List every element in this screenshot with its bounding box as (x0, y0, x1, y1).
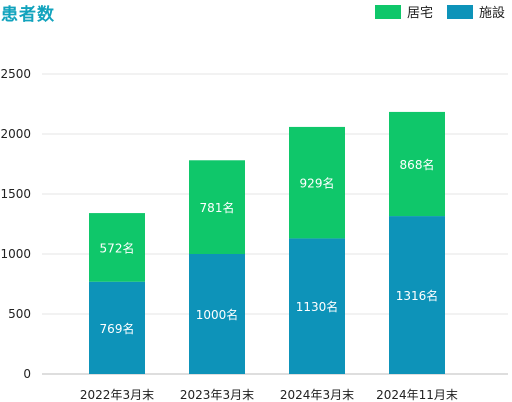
data-label: 929名 (300, 176, 335, 191)
bar-segment-home (289, 126, 345, 239)
legend-label-facility: 施設 (478, 6, 505, 21)
data-label: 1000名 (196, 307, 239, 322)
data-label: 1316名 (396, 288, 439, 303)
x-tick-label: 2022年3月末 (80, 388, 154, 402)
y-tick-label: 1500 (0, 187, 31, 201)
y-tick-label: 2500 (0, 67, 31, 81)
y-tick-label: 0 (23, 367, 31, 381)
bar-segment-facility (189, 254, 245, 374)
data-label: 1130名 (296, 299, 339, 314)
legend-item-facility: 施設 (446, 2, 505, 21)
bar-segment-home (189, 160, 245, 254)
y-tick-label: 2000 (0, 127, 31, 141)
x-tick-label: 2023年3月末 (180, 388, 254, 402)
legend-label-home: 居宅 (406, 6, 433, 21)
bar-segment-home (389, 111, 445, 217)
bar-segment-facility (89, 281, 145, 374)
legend: 居宅 施設 (367, 2, 505, 21)
bar-segment-facility (389, 216, 445, 374)
y-tick-label: 500 (8, 307, 31, 321)
legend-swatch-facility (446, 4, 473, 19)
data-label: 572名 (100, 240, 135, 255)
data-label: 769名 (100, 321, 135, 336)
chart-title: 患者数 (1, 5, 55, 25)
legend-swatch-home (374, 4, 401, 19)
bar-segment-home (89, 213, 145, 282)
y-tick-label: 1000 (0, 247, 31, 261)
bar-segment-facility (289, 238, 345, 374)
legend-item-home: 居宅 (374, 2, 433, 21)
data-label: 781名 (200, 200, 235, 215)
data-label: 868名 (400, 157, 435, 172)
x-tick-label: 2024年3月末 (280, 388, 354, 402)
x-tick-label: 2024年11月末 (376, 388, 458, 402)
